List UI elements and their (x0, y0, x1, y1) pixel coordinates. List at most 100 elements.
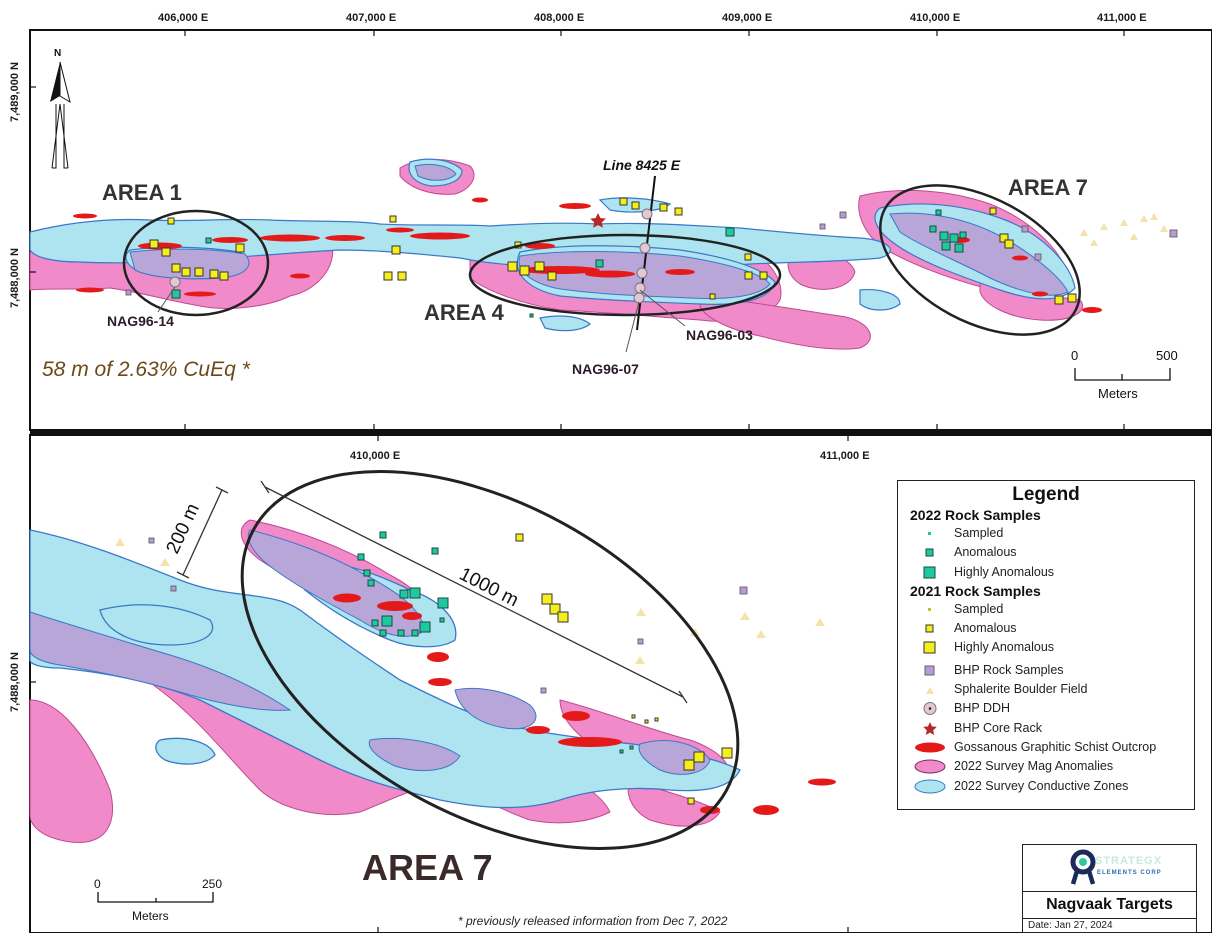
legend-label: Sphalerite Boulder Field (954, 682, 1088, 697)
scale-bar-top: 0 500 Meters (1071, 348, 1178, 401)
yellow-dot-icon (928, 607, 931, 611)
scale-top-units: Meters (1098, 386, 1138, 401)
legend-item-core-rack: BHP Core Rack (923, 719, 1194, 738)
northing-7489000: 7,489,000 N (9, 62, 21, 122)
purple-square-icon (924, 665, 935, 676)
scale-top-max: 500 (1156, 348, 1178, 363)
mag-anomaly-swatch-icon (914, 759, 946, 774)
title-block: STRATEGX ELEMENTS CORP Nagvaak Targets D… (1022, 844, 1197, 933)
legend-item-outcrop: Gossanous Graphitic Schist Outcrop (915, 738, 1194, 757)
boulder-triangle-icon (926, 687, 934, 695)
legend-label: Highly Anomalous (954, 640, 1055, 655)
overlap-zones-bottom (29, 529, 711, 775)
legend-label: BHP Rock Samples (954, 662, 1064, 677)
core-rack-star (590, 213, 606, 228)
samples-2021-top (149, 197, 1077, 305)
drillhole-circle-icon (923, 702, 937, 716)
legend-label: Anomalous (954, 621, 1017, 636)
area4-label: AREA 4 (424, 300, 505, 325)
footnote: * previously released information from D… (458, 914, 728, 928)
legend-item-2021-highly-anomalous: Highly Anomalous (923, 638, 1194, 657)
nag96-03-label: NAG96-03 (686, 327, 753, 343)
nag96-14-label: NAG96-14 (107, 313, 174, 329)
northing-7488000: 7,488,000 N (9, 248, 21, 308)
star-icon (923, 721, 937, 735)
scale-bar-bottom: 0 250 Meters (94, 877, 222, 923)
teal-square-small-icon (925, 548, 934, 557)
outcrops-bottom (333, 593, 836, 815)
boulders-top (1080, 213, 1168, 246)
samples-2021-bottom (515, 533, 733, 805)
area7-detail-label: AREA 7 (362, 847, 493, 888)
easting-406000: 406,000 E (158, 12, 208, 24)
yellow-square-small-icon (925, 624, 934, 633)
legend-label: Anomalous (954, 545, 1017, 560)
top-ticks (30, 30, 1125, 430)
conductive-zone-swatch-icon (914, 779, 946, 794)
legend-item-2021-anomalous: Anomalous (925, 619, 1194, 638)
area7-ellipse (879, 184, 1081, 336)
legend-label: Gossanous Graphitic Schist Outcrop (954, 739, 1157, 754)
legend-item-conductive-zones: 2022 Survey Conductive Zones (914, 777, 1194, 796)
legend-label: BHP Core Rack (954, 720, 1042, 735)
legend-group-2021: 2021 Rock Samples (910, 582, 1041, 599)
northing-7488000-detail: 7,488,000 N (9, 652, 21, 712)
yellow-square-large-icon (923, 641, 936, 654)
area7-label: AREA 7 (1008, 175, 1088, 200)
outcrop-ellipse-icon (915, 742, 945, 753)
bottom-ticks (30, 435, 849, 933)
logo-subtext: ELEMENTS CORP (1097, 870, 1162, 876)
legend-label: Sampled (954, 526, 1004, 540)
logo-icon (1070, 849, 1096, 885)
bhp-samples-top (125, 211, 1178, 296)
map-title: Nagvaak Targets (1023, 892, 1196, 919)
intercept-label: 58 m of 2.63% CuEq * (42, 358, 251, 381)
area1-label: AREA 1 (102, 180, 182, 205)
easting-407000: 407,000 E (346, 12, 396, 24)
legend-label: BHP DDH (954, 701, 1011, 716)
easting-411000-detail: 411,000 E (820, 450, 870, 462)
bhp-ddh-top (169, 208, 653, 304)
legend-item-2021-sampled: Sampled (928, 600, 1194, 619)
easting-410000: 410,000 E (910, 12, 960, 24)
samples-2022-top (171, 209, 967, 318)
area7-detail-ellipse (240, 470, 740, 850)
legend-item-2022-highly-anomalous: Highly Anomalous (923, 563, 1194, 582)
logo-text: STRATEGX (1095, 855, 1163, 867)
dimension-lines (176, 480, 688, 704)
easting-410000-detail: 410,000 E (350, 450, 400, 462)
map-date: Date: Jan 27, 2024 (1028, 920, 1113, 931)
easting-409000: 409,000 E (722, 12, 772, 24)
bhp-samples-bottom (148, 537, 748, 694)
legend-item-mag-anomalies: 2022 Survey Mag Anomalies (914, 757, 1194, 776)
outcrops-top (73, 197, 1102, 313)
scale-bottom-units: Meters (132, 909, 169, 923)
map-divider (30, 430, 1212, 435)
legend-group-2022: 2022 Rock Samples (910, 507, 1041, 523)
samples-2022-bottom (357, 531, 634, 754)
legend-item-2022-sampled: Sampled (928, 524, 1194, 543)
teal-dot-icon (928, 532, 931, 535)
scale-bottom-max: 250 (202, 877, 222, 891)
scale-top-zero: 0 (1071, 348, 1078, 363)
line-label: Line 8425 E (603, 157, 681, 173)
legend-item-bhp-samples: BHP Rock Samples (924, 661, 1194, 680)
leader-nag96-07 (625, 301, 640, 353)
legend-title: Legend (1012, 484, 1080, 505)
leader-nag96-03 (639, 289, 686, 327)
leader-nag96-14 (157, 286, 176, 313)
legend-item-boulder-field: Sphalerite Boulder Field (926, 680, 1194, 699)
legend-label: Sampled (954, 601, 1004, 616)
legend-item-bhp-ddh: BHP DDH (923, 699, 1194, 718)
area1-ellipse (122, 209, 270, 317)
legend-label: 2022 Survey Conductive Zones (954, 778, 1129, 793)
easting-408000: 408,000 E (534, 12, 584, 24)
nag96-07-label: NAG96-07 (572, 361, 639, 377)
legend-item-2022-anomalous: Anomalous (925, 543, 1194, 562)
north-arrow-icon: N (50, 48, 71, 169)
north-label: N (54, 48, 61, 59)
easting-411000: 411,000 E (1097, 12, 1147, 24)
company-logo: STRATEGX ELEMENTS CORP (1023, 845, 1196, 892)
teal-square-large-icon (923, 566, 936, 579)
